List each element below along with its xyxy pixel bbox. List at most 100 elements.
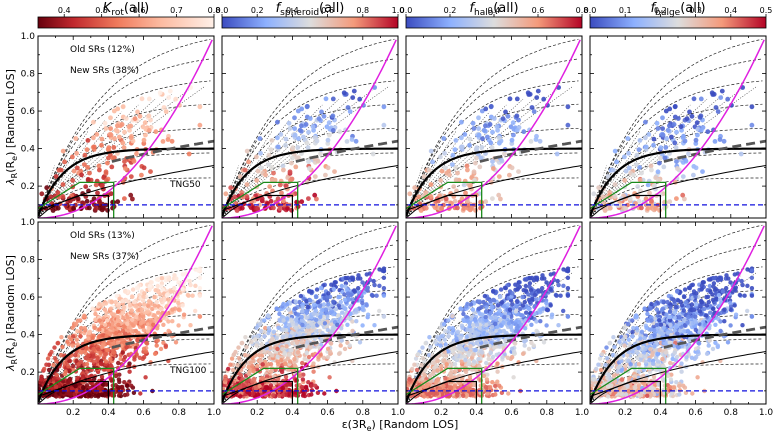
data-point [626, 165, 632, 171]
data-point [86, 336, 91, 341]
data-point [125, 383, 130, 389]
data-point [164, 292, 170, 298]
data-point [360, 300, 365, 306]
dashed-model-curve [590, 58, 763, 217]
data-point [314, 196, 319, 202]
data-point [237, 174, 243, 179]
data-point [555, 278, 560, 284]
data-point [286, 322, 292, 327]
data-point [262, 318, 267, 323]
data-point [433, 339, 438, 344]
data-point [446, 349, 451, 354]
data-point [82, 152, 88, 158]
isotropic-curve [222, 147, 398, 217]
data-point [311, 361, 316, 366]
data-point [150, 306, 155, 312]
new-sr-box [38, 181, 115, 218]
data-point [53, 384, 59, 389]
dashed-model-curve [38, 38, 211, 217]
magenta-curve [222, 39, 397, 218]
data-point [174, 276, 179, 281]
data-point [275, 144, 281, 150]
data-point [75, 342, 80, 347]
colorbar-title-tail: (all) [493, 1, 518, 16]
data-point [484, 305, 489, 310]
data-point [165, 137, 171, 142]
data-point [247, 203, 253, 208]
data-point [288, 178, 293, 183]
data-point [509, 137, 515, 143]
data-point [124, 298, 129, 303]
colorbar-gradient [221, 16, 399, 29]
data-point [263, 325, 268, 331]
colorbar-tick-label: 0.8 [356, 6, 369, 15]
data-point [300, 377, 306, 382]
data-point [154, 299, 159, 305]
data-point [115, 123, 120, 129]
data-point [643, 119, 648, 125]
data-point [139, 307, 145, 312]
data-point [357, 96, 363, 102]
data-point [65, 339, 70, 344]
data-point [238, 394, 243, 399]
data-point [104, 334, 109, 339]
data-point [626, 150, 631, 156]
data-point [257, 202, 262, 208]
data-point [738, 151, 744, 157]
data-point [39, 377, 44, 382]
data-point [459, 119, 464, 125]
data-point [75, 196, 81, 202]
data-point [301, 391, 306, 396]
data-point [381, 293, 387, 298]
data-point [268, 383, 274, 388]
data-point [423, 205, 429, 211]
data-point [671, 122, 677, 127]
data-point [622, 154, 627, 160]
data-point [314, 287, 320, 292]
data-point [502, 151, 507, 157]
data-point [493, 392, 498, 397]
data-point [325, 327, 330, 333]
data-point [718, 95, 724, 100]
data-point [138, 391, 143, 396]
data-point [262, 329, 267, 335]
data-point [93, 393, 98, 398]
data-point [331, 299, 336, 304]
data-point [430, 159, 435, 165]
data-point [120, 328, 126, 333]
data-point [360, 323, 365, 328]
data-point [46, 367, 52, 373]
data-point [39, 191, 45, 197]
panel-r0-c2 [405, 35, 583, 219]
data-point [108, 306, 114, 311]
data-point [129, 329, 135, 334]
data-point [278, 132, 284, 137]
data-point [121, 145, 127, 151]
panel-frame [37, 35, 215, 219]
colorbar-title: Krot(all) [103, 1, 149, 18]
data-point [471, 169, 477, 175]
data-point [60, 182, 66, 187]
data-point [102, 322, 108, 327]
data-point [442, 337, 447, 342]
y-tick-label: 0.2 [21, 182, 35, 192]
data-point [146, 96, 152, 102]
data-point [197, 286, 203, 291]
data-point [123, 289, 128, 294]
data-point [495, 369, 500, 374]
data-point [483, 340, 488, 345]
data-point [338, 299, 343, 305]
data-point [109, 325, 114, 330]
data-point [82, 326, 88, 331]
data-point [500, 116, 506, 122]
panel-plot-area [38, 38, 214, 218]
data-point [675, 116, 681, 121]
data-point [691, 172, 696, 178]
data-point [91, 346, 96, 352]
data-point [381, 104, 387, 110]
data-point [669, 134, 674, 140]
data-point [332, 169, 337, 175]
data-point [127, 369, 132, 374]
data-point [682, 196, 687, 202]
